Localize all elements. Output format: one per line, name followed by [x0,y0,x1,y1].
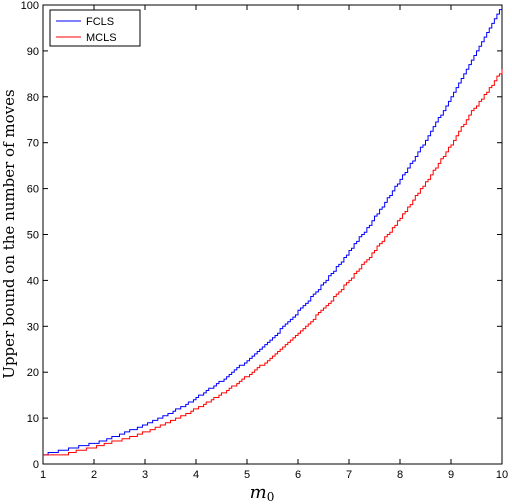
series-line-fcls [43,5,503,456]
x-tick-label: 4 [193,469,199,481]
x-tick-label: 9 [448,469,454,481]
y-tick-label: 0 [33,459,39,471]
x-tick-label: 1 [40,469,46,481]
y-tick-label: 100 [21,0,39,12]
x-tick-label: 8 [397,469,403,481]
x-axis-title-main: m [250,482,267,503]
legend: FCLS MCLS [49,9,141,47]
series-line-mcls [43,69,503,456]
y-tick-label: 70 [27,138,39,150]
y-tick-label: 30 [27,321,39,333]
x-tick-label: 2 [91,469,97,481]
x-axis-title: m0 [250,482,275,504]
x-axis-title-subscript: 0 [267,490,275,504]
x-tick-label: 6 [295,469,301,481]
legend-label-mcls: MCLS [86,32,117,44]
x-tick-label: 7 [346,469,352,481]
y-tick-label: 10 [27,413,39,425]
x-tick-label: 10 [496,469,508,481]
y-axis-title: Upper bound on the number of moves [0,89,18,378]
x-tick-label: 5 [244,469,250,481]
y-tick-label: 60 [27,184,39,196]
y-tick-label: 50 [27,230,39,242]
y-tick-label: 20 [27,367,39,379]
legend-label-fcls: FCLS [86,16,114,28]
legend-box [49,9,141,47]
y-tick-label: 40 [27,275,39,287]
y-tick-label: 90 [27,46,39,58]
x-tick-label: 3 [142,469,148,481]
ticks-layer [42,4,503,465]
y-tick-label: 80 [27,92,39,104]
series-layer [43,5,503,456]
plot-area [42,4,503,465]
